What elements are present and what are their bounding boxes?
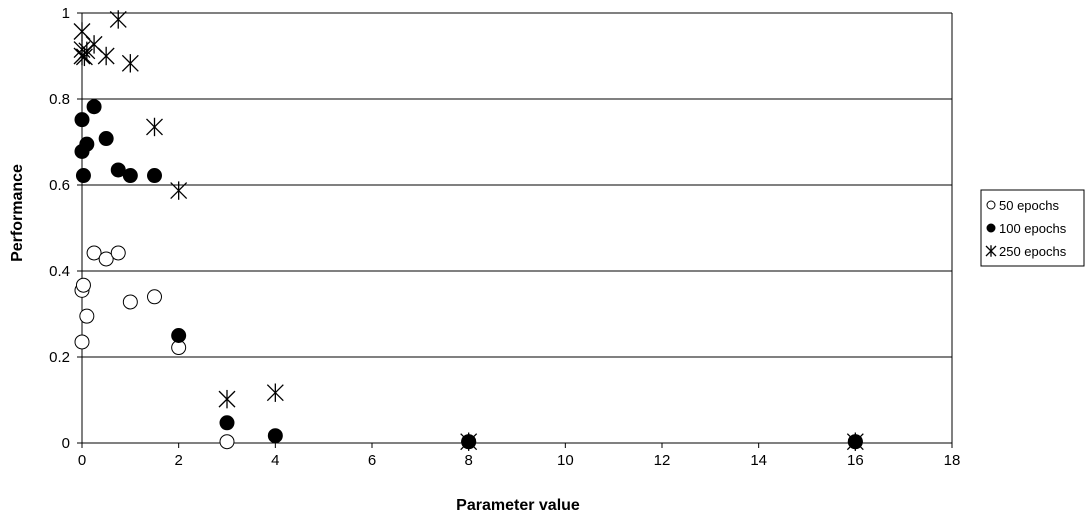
legend-marker	[986, 200, 996, 210]
data-point-filled-circle	[79, 136, 95, 152]
legend-marker	[986, 223, 996, 233]
data-point-asterisk	[85, 35, 103, 54]
x-tick-label: 10	[557, 452, 574, 469]
data-point-open-circle	[75, 277, 91, 293]
data-point-asterisk	[97, 46, 115, 66]
data-point-asterisk	[266, 383, 284, 402]
data-point-asterisk	[75, 47, 93, 67]
legend-label: 250 epochs	[999, 244, 1067, 259]
x-tick-label: 14	[750, 452, 767, 469]
data-point-open-circle	[74, 334, 90, 350]
x-axis-title: Parameter value	[456, 497, 580, 514]
legend-items: 50 epochs 100 epochs 250 epochs	[985, 198, 1067, 259]
data-point-asterisk	[146, 117, 163, 137]
data-point-open-circle	[122, 294, 138, 310]
y-tick-label: 0.2	[49, 349, 70, 366]
x-tick-label: 6	[368, 452, 376, 469]
data-point-asterisk	[121, 54, 139, 73]
data-point-filled-circle	[75, 168, 91, 184]
x-tick-label: 8	[464, 452, 472, 469]
data-point-filled-circle	[86, 99, 102, 115]
y-tick-label: 0.6	[49, 177, 70, 194]
y-tick-label: 1	[62, 5, 70, 22]
data-point-filled-circle	[110, 162, 126, 178]
legend: 50 epochs 100 epochs 250 epochs	[980, 189, 1085, 267]
data-point-asterisk	[218, 389, 236, 409]
data-point-open-circle	[98, 251, 114, 267]
axes: 00.20.40.60.810 2 4 6 8 10 12 14 16 18	[49, 5, 960, 469]
grid-lines	[82, 12, 953, 443]
x-tick-label: 18	[944, 452, 961, 469]
y-tick-label: 0.4	[49, 263, 70, 280]
y-tick-label: 0.8	[49, 91, 70, 108]
legend-label: 100 epochs	[999, 221, 1067, 236]
data-point-asterisk	[170, 181, 188, 200]
legend-marker	[985, 245, 997, 257]
data-point-filled-circle	[98, 131, 114, 147]
x-tick-label: 4	[271, 452, 279, 469]
data-point-open-circle	[219, 434, 235, 450]
data-point-asterisk	[460, 432, 478, 451]
x-tick-label: 16	[847, 452, 864, 469]
data-point-asterisk	[846, 432, 864, 451]
data-point-filled-circle	[267, 428, 283, 444]
data-point-asterisk	[109, 10, 127, 29]
y-tick-label: 0	[62, 435, 70, 452]
data-point-filled-circle	[219, 415, 235, 431]
x-tick-label: 0	[78, 452, 86, 469]
y-axis-title: Performance	[9, 164, 26, 262]
data-points	[73, 10, 864, 451]
data-point-open-circle	[110, 245, 126, 261]
data-point-open-circle	[147, 289, 162, 305]
data-point-filled-circle	[147, 168, 162, 184]
legend-label: 50 epochs	[999, 198, 1059, 213]
data-point-open-circle	[86, 245, 102, 261]
data-point-filled-circle	[171, 328, 187, 343]
data-point-filled-circle	[74, 112, 90, 128]
x-tick-label: 2	[174, 452, 182, 469]
x-tick-label: 12	[654, 452, 671, 469]
data-point-open-circle	[79, 308, 95, 324]
legend-box	[980, 189, 1085, 267]
data-point-filled-circle	[122, 168, 138, 184]
